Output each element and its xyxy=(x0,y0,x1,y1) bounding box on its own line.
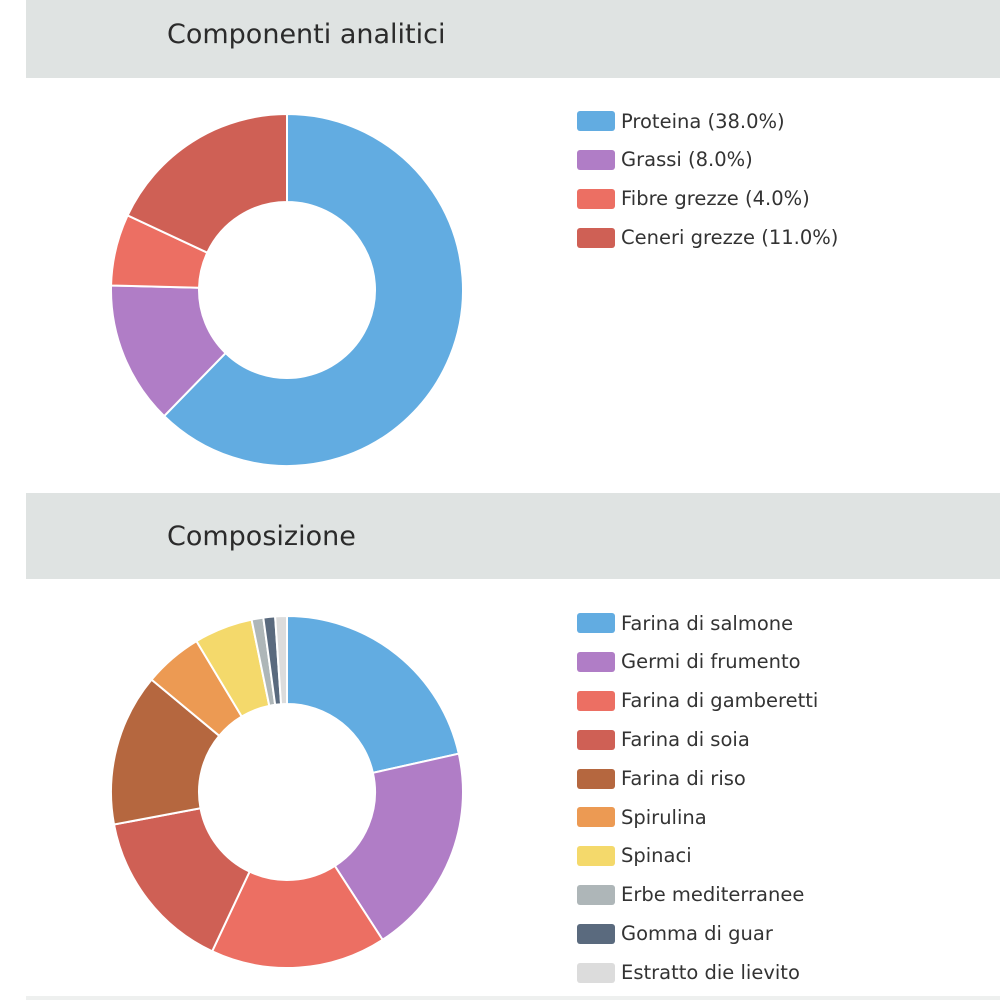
legend-item-farina-di-salmone[interactable]: Farina di salmone xyxy=(577,604,818,643)
legend-analytical: Proteina (38.0%) Grassi (8.0%) Fibre grezz… xyxy=(577,102,838,257)
legend-item-gomma-di-guar[interactable]: Gomma di guar xyxy=(577,914,818,953)
legend-swatch xyxy=(577,923,615,944)
legend-label: Farina di soia xyxy=(621,728,750,752)
legend-swatch xyxy=(577,690,615,711)
legend-label: Fibre grezze (4.0%) xyxy=(621,187,810,211)
bottom-divider xyxy=(26,996,1000,1000)
legend-label: Grassi (8.0%) xyxy=(621,148,753,172)
legend-swatch xyxy=(577,227,615,248)
slice-farina-di-soia[interactable] xyxy=(112,807,251,953)
legend-item-fibre-grezze[interactable]: Fibre grezze (4.0%) xyxy=(577,180,838,219)
legend-item-spinaci[interactable]: Spinaci xyxy=(577,837,818,876)
legend-item-estratto-die-lievito[interactable]: Estratto die lievito xyxy=(577,953,818,992)
legend-label: Farina di gamberetti xyxy=(621,689,819,713)
section-title-analytical: Componenti analitici xyxy=(167,19,446,50)
legend-item-farina-di-soia[interactable]: Farina di soia xyxy=(577,720,818,759)
legend-swatch xyxy=(577,768,615,789)
legend-item-farina-di-gamberetti[interactable]: Farina di gamberetti xyxy=(577,682,818,721)
legend-label: Spinaci xyxy=(621,844,692,868)
legend-swatch xyxy=(577,846,615,867)
donut-chart-analytical xyxy=(110,112,464,467)
legend-item-grassi[interactable]: Grassi (8.0%) xyxy=(577,141,838,180)
legend-item-erbe-mediterranee[interactable]: Erbe mediterranee xyxy=(577,876,818,915)
donut-chart-composition xyxy=(110,614,464,969)
legend-swatch xyxy=(577,613,615,634)
slice-estratto-die-lievito[interactable] xyxy=(274,614,288,706)
slice-farina-di-gamberetti[interactable] xyxy=(210,864,384,969)
slice-proteina[interactable] xyxy=(162,112,464,467)
legend-swatch xyxy=(577,729,615,750)
legend-label: Estratto die lievito xyxy=(621,960,800,984)
legend-composition: Farina di salmone Germi di frumento Farina… xyxy=(577,604,818,992)
legend-item-ceneri-grezze[interactable]: Ceneri grezze (11.0%) xyxy=(577,218,838,257)
legend-label: Ceneri grezze (11.0%) xyxy=(621,226,839,250)
legend-label: Germi di frumento xyxy=(621,650,801,674)
legend-swatch xyxy=(577,111,615,132)
section-title-composition: Composizione xyxy=(167,521,356,552)
slice-farina-di-salmone[interactable] xyxy=(286,614,460,775)
legend-swatch xyxy=(577,652,615,673)
legend-swatch xyxy=(577,962,615,983)
legend-swatch xyxy=(577,884,615,905)
legend-item-farina-di-riso[interactable]: Farina di riso xyxy=(577,759,818,798)
legend-item-proteina[interactable]: Proteina (38.0%) xyxy=(577,102,838,141)
legend-swatch xyxy=(577,807,615,828)
legend-label: Gomma di guar xyxy=(621,922,773,946)
legend-swatch xyxy=(577,188,615,209)
legend-swatch xyxy=(577,150,615,171)
legend-item-germi-di-frumento[interactable]: Germi di frumento xyxy=(577,643,818,682)
section-header-composition: Composizione xyxy=(26,493,1000,579)
legend-label: Farina di salmone xyxy=(621,611,794,635)
legend-label: Spirulina xyxy=(621,805,707,829)
slice-ceneri-grezze[interactable] xyxy=(126,112,288,255)
slice-germi-di-frumento[interactable] xyxy=(333,752,464,942)
legend-label: Erbe mediterranee xyxy=(621,883,805,907)
legend-item-spirulina[interactable]: Spirulina xyxy=(577,798,818,837)
legend-label: Proteina (38.0%) xyxy=(621,109,785,133)
section-header-analytical: Componenti analitici xyxy=(26,0,1000,78)
legend-label: Farina di riso xyxy=(621,766,746,790)
